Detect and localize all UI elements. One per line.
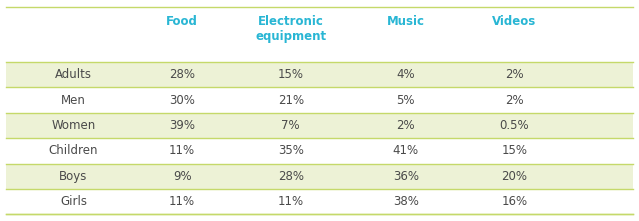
Text: 28%: 28% <box>278 170 304 183</box>
Text: 16%: 16% <box>502 195 527 208</box>
Text: 5%: 5% <box>397 93 415 107</box>
Bar <box>6 62 633 87</box>
Text: 41%: 41% <box>393 144 419 157</box>
Text: Adults: Adults <box>55 68 92 81</box>
Text: 30%: 30% <box>169 93 195 107</box>
Text: Men: Men <box>61 93 86 107</box>
Text: 2%: 2% <box>505 68 524 81</box>
Text: 11%: 11% <box>169 144 195 157</box>
Text: 9%: 9% <box>173 170 192 183</box>
Text: 11%: 11% <box>169 195 195 208</box>
Bar <box>6 189 633 214</box>
Text: 35%: 35% <box>278 144 304 157</box>
Text: Music: Music <box>387 15 425 29</box>
Bar <box>6 113 633 138</box>
Text: 4%: 4% <box>396 68 415 81</box>
Text: Girls: Girls <box>60 195 87 208</box>
Text: 38%: 38% <box>393 195 419 208</box>
Text: 11%: 11% <box>278 195 304 208</box>
Text: 36%: 36% <box>393 170 419 183</box>
Text: 28%: 28% <box>169 68 195 81</box>
Text: Food: Food <box>166 15 198 29</box>
Text: Children: Children <box>49 144 98 157</box>
Text: 39%: 39% <box>169 119 195 132</box>
Text: 2%: 2% <box>396 119 415 132</box>
Text: 0.5%: 0.5% <box>500 119 529 132</box>
Bar <box>6 164 633 189</box>
Bar <box>6 138 633 164</box>
Text: 20%: 20% <box>502 170 527 183</box>
Text: Videos: Videos <box>492 15 537 29</box>
Text: Women: Women <box>51 119 96 132</box>
Text: Boys: Boys <box>59 170 88 183</box>
Bar <box>6 87 633 113</box>
Text: 15%: 15% <box>278 68 304 81</box>
Text: 2%: 2% <box>505 93 524 107</box>
Text: Electronic
equipment: Electronic equipment <box>255 15 327 44</box>
Text: 7%: 7% <box>281 119 300 132</box>
Text: 15%: 15% <box>502 144 527 157</box>
Text: 21%: 21% <box>278 93 304 107</box>
